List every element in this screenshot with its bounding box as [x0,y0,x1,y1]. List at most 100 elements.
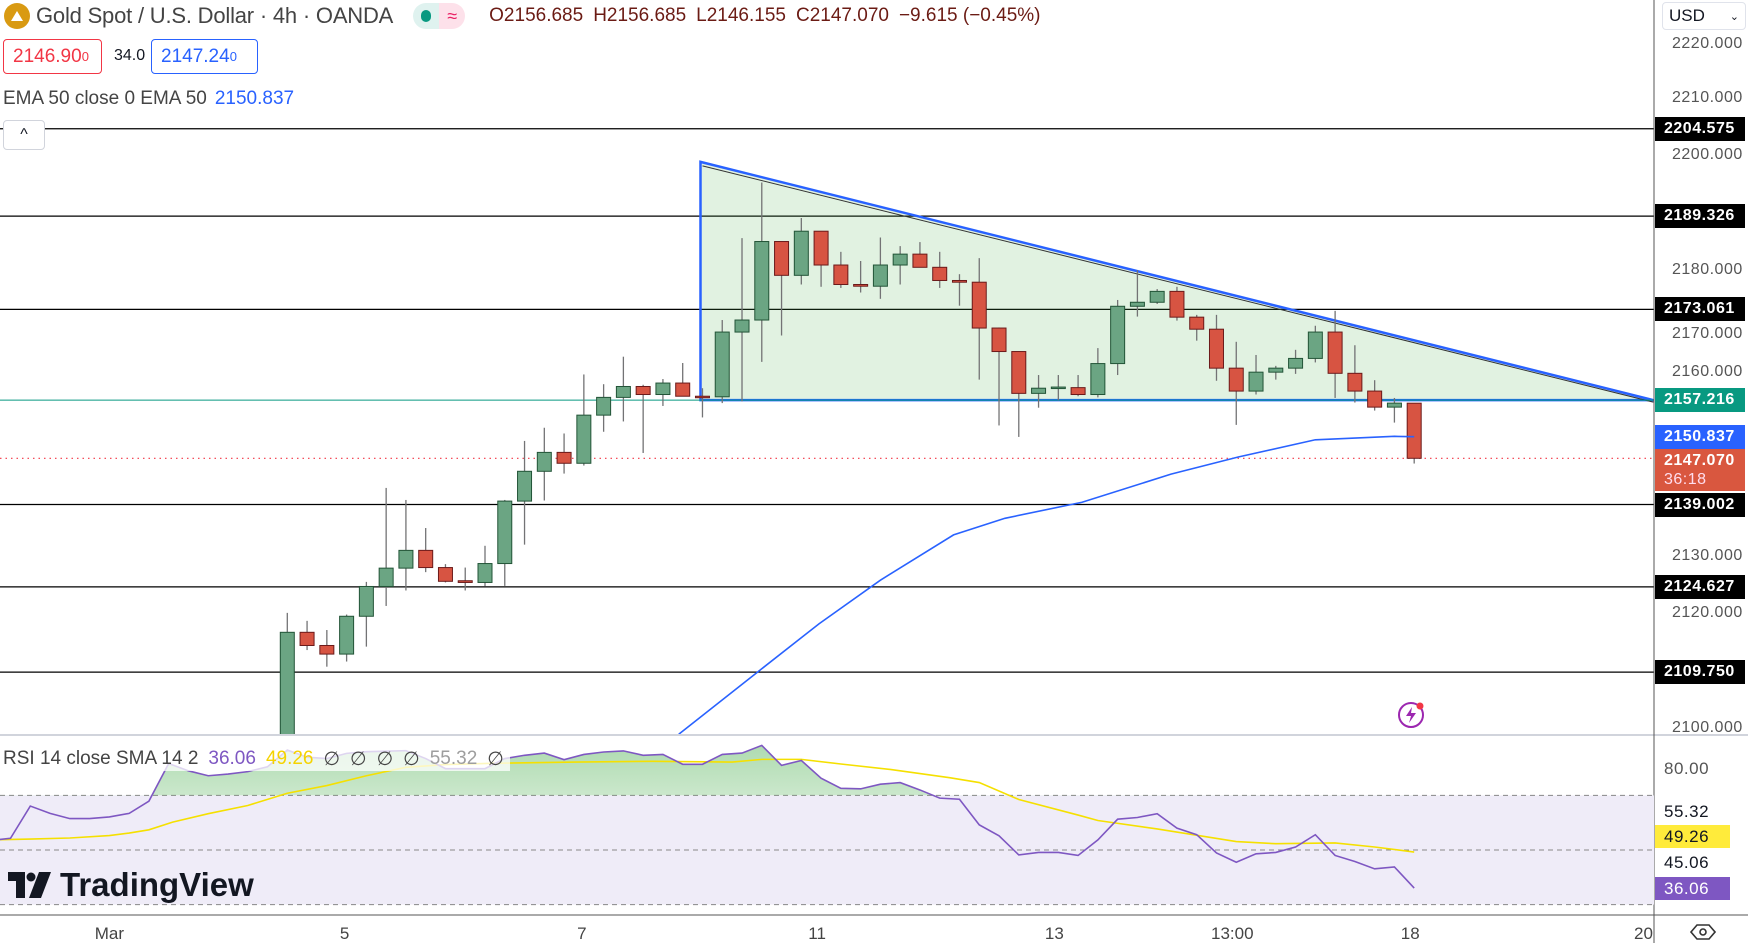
rsi-label: RSI 14 close SMA 14 2 [3,748,199,769]
candle [576,374,592,466]
candle-body [319,644,335,655]
candle [1070,375,1086,397]
candle-body [1129,301,1145,307]
candle-body [991,327,1007,353]
candle [596,384,612,432]
candle-body [912,253,928,268]
candle [872,237,888,299]
candle-body [714,331,730,398]
ema-label: EMA 50 close 0 EMA 50 [3,88,207,109]
time-axis-label: 20 [1634,924,1653,943]
price-axis-label: 2130.000 [1672,547,1743,565]
candle [1327,310,1343,398]
symbol-header: Gold Spot / U.S. Dollar · 4h · OANDA ≈ O… [0,0,1041,32]
bar-countdown: 36:18 [1664,470,1707,488]
candle-body [556,451,572,464]
candle [437,564,453,583]
level-price-tag: 2139.002 [1655,492,1745,517]
candle-body [813,230,829,266]
candle-body [1208,328,1224,369]
candle [1367,380,1383,411]
spread-value: 34.0 [114,47,146,64]
level-price-tag: 2109.750 [1655,660,1745,685]
candle-body [358,585,374,617]
candle [971,258,987,380]
market-status-badge[interactable]: ≈ [413,3,466,29]
candle-body [951,279,967,283]
candle-body [853,283,869,287]
candle [418,528,434,573]
candle [477,545,493,587]
candle [1050,375,1066,401]
rsi-pane [0,744,1654,906]
trendline [702,165,1654,403]
candle [1149,289,1165,304]
candle [1347,345,1363,403]
time-axis-label: 7 [577,924,587,943]
candle [793,218,809,285]
level-price-tag: 2173.061 [1655,297,1745,322]
level-price-tag: 2124.627 [1655,574,1745,599]
candle [1011,351,1027,437]
candle [398,499,414,591]
candle-body [1228,367,1244,392]
ema-value: 2150.837 [214,88,295,109]
rsi-null-value: ∅ [403,749,420,770]
candle [536,427,552,501]
lightning-alert-icon[interactable] [1396,700,1426,730]
candle [1248,354,1264,395]
candle-body [418,549,434,569]
candle [734,238,750,402]
ema-legend[interactable]: EMA 50 close 0 EMA 50 2150.837 [3,88,294,110]
price-axis-label: 2160.000 [1672,363,1743,381]
candle-body [398,549,414,569]
candle-body [536,451,552,472]
price-axis-label: 2200.000 [1672,146,1743,163]
candle [1110,299,1126,376]
currency-value: USD [1669,6,1705,25]
candle [853,261,869,293]
bid-price: 2146.90 [13,45,82,67]
rsi-null-value: ∅ [487,749,504,770]
high-value: H2156.685 [593,5,687,26]
candle [497,499,513,586]
tradingview-logo-icon [8,872,51,898]
price-axis-label: 2100.000 [1672,719,1743,736]
candle-body [1288,357,1304,369]
candle [299,620,315,651]
candle-body [675,382,691,397]
bid-price-sup: 0 [81,49,89,64]
candle [774,241,790,336]
time-axis-label: 11 [808,924,826,943]
candle-body [655,382,671,396]
price-axis-label: 2170.000 [1672,324,1743,342]
candle [833,251,849,288]
currency-select[interactable]: USD ⌄ [1662,2,1746,30]
tradingview-logo[interactable]: TradingView [8,866,254,904]
candle-body [1070,387,1086,396]
candle-body [517,470,533,502]
settings-eye-icon[interactable] [1690,924,1716,940]
candle-body [1248,371,1264,392]
buy-button[interactable]: 2147.24 0 [151,39,258,74]
price-axis-label: 2220.000 [1672,35,1743,53]
candle [615,356,631,422]
rsi-legend[interactable]: RSI 14 close SMA 14 2 36.06 49.26 ∅ ∅ ∅ … [3,748,510,771]
candle-body [1149,290,1165,303]
open-value: O2156.685 [489,5,584,26]
close-value: C2147.070 [795,5,889,26]
rsi-upper-band-tag: 55.32 [1664,801,1710,821]
symbol-title[interactable]: Gold Spot / U.S. Dollar · 4h · OANDA [36,3,394,28]
candle [1031,375,1047,408]
candle [517,440,533,545]
candle [714,320,730,404]
candle [1189,314,1205,341]
candle-body [279,631,295,735]
candle [694,388,710,418]
collapse-legend-button[interactable]: ^ [3,120,45,150]
candle [1169,286,1185,321]
last-price-tag: 2147.070 36:18 [1655,448,1745,491]
sell-button[interactable]: 2146.90 0 [3,39,102,74]
rsi-ma-value: 49.26 [265,748,314,769]
